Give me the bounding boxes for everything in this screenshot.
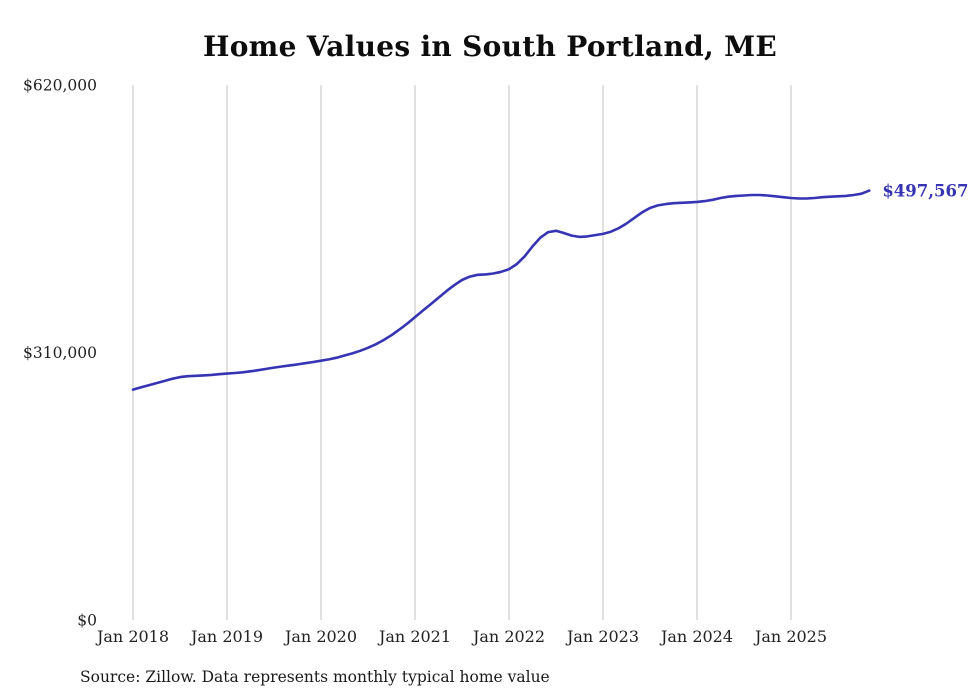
series-line [131,189,871,391]
x-tick-label: Jan 2024 [659,627,733,646]
x-tick-label: Jan 2018 [95,627,169,646]
x-tick-label: Jan 2019 [189,627,263,646]
end-value-label: $497,567 [882,182,968,201]
source-note: Source: Zillow. Data represents monthly … [80,668,550,686]
y-tick-label: $0 [77,612,97,630]
x-tick-label: Jan 2020 [283,627,357,646]
y-tick-label: $620,000 [23,77,97,95]
x-tick-label: Jan 2021 [377,627,451,646]
chart-title: Home Values in South Portland, ME [202,30,778,63]
x-tick-label: Jan 2023 [565,627,639,646]
y-tick-label: $310,000 [23,344,97,362]
x-tick-label: Jan 2025 [753,627,827,646]
x-tick-label: Jan 2022 [471,627,545,646]
